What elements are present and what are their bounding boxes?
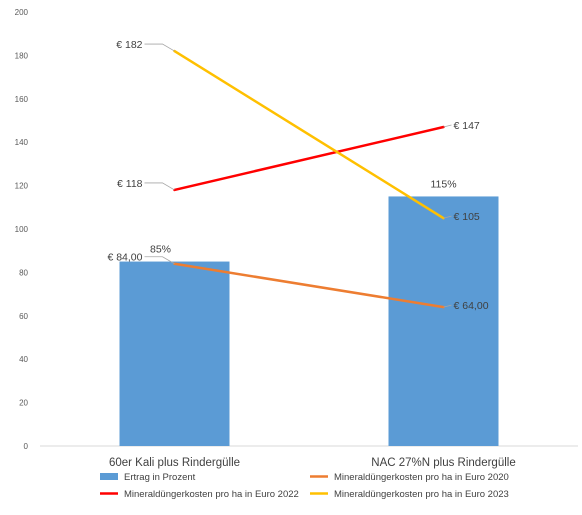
line-data-label: € 84,00 xyxy=(107,252,142,264)
line-data-label: € 182 xyxy=(116,39,142,51)
y-tick-label: 100 xyxy=(15,225,29,234)
legend-label: Mineraldüngerkosten pro ha in Euro 2022 xyxy=(124,489,299,500)
legend-label: Mineraldüngerkosten pro ha in Euro 2020 xyxy=(334,472,509,483)
x-category-label: NAC 27%N plus Rindergülle xyxy=(371,457,515,469)
y-tick-label: 60 xyxy=(19,312,28,321)
legend-label: Ertrag in Prozent xyxy=(124,472,196,483)
line-series-3 xyxy=(173,49,445,220)
y-tick-label: 140 xyxy=(15,138,29,147)
line-layer xyxy=(173,49,445,309)
bar-data-label: 115% xyxy=(430,178,456,190)
y-tick-label: 80 xyxy=(19,268,28,277)
bar-ertrag xyxy=(388,196,499,446)
line-data-label: € 64,00 xyxy=(454,300,489,312)
x-category-label: 60er Kali plus Rindergülle xyxy=(109,457,240,469)
bar-data-label: 85% xyxy=(150,244,171,256)
y-tick-label: 0 xyxy=(24,442,29,451)
line-data-label: € 147 xyxy=(454,120,480,132)
leader-line xyxy=(144,256,175,265)
line-series-1 xyxy=(173,262,445,309)
y-tick-label: 40 xyxy=(19,355,28,364)
line-data-label: € 105 xyxy=(454,211,480,223)
leader-line xyxy=(144,43,175,52)
y-tick-label: 200 xyxy=(15,8,29,17)
y-tick-label: 160 xyxy=(15,95,29,104)
legend-swatch-bar xyxy=(100,473,118,480)
leader-line xyxy=(443,304,452,308)
bar-layer xyxy=(119,196,499,446)
leader-line xyxy=(144,182,175,191)
label-layer: 85% 115% € 84,00 € 64,00 € 118 € 147 € 182 € 10… xyxy=(107,39,488,312)
leader-line xyxy=(443,124,452,128)
legend: Ertrag in Prozent Mineraldüngerkosten pro… xyxy=(100,472,509,500)
bar-ertrag xyxy=(119,261,230,446)
line-series-2 xyxy=(173,125,445,192)
y-tick-label: 180 xyxy=(15,51,29,60)
y-tick-label: 120 xyxy=(15,182,29,191)
leader-line xyxy=(443,215,452,219)
legend-label: Mineraldüngerkosten pro ha in Euro 2023 xyxy=(334,489,509,500)
line-data-label: € 118 xyxy=(117,178,143,190)
y-tick-label: 20 xyxy=(19,399,28,408)
